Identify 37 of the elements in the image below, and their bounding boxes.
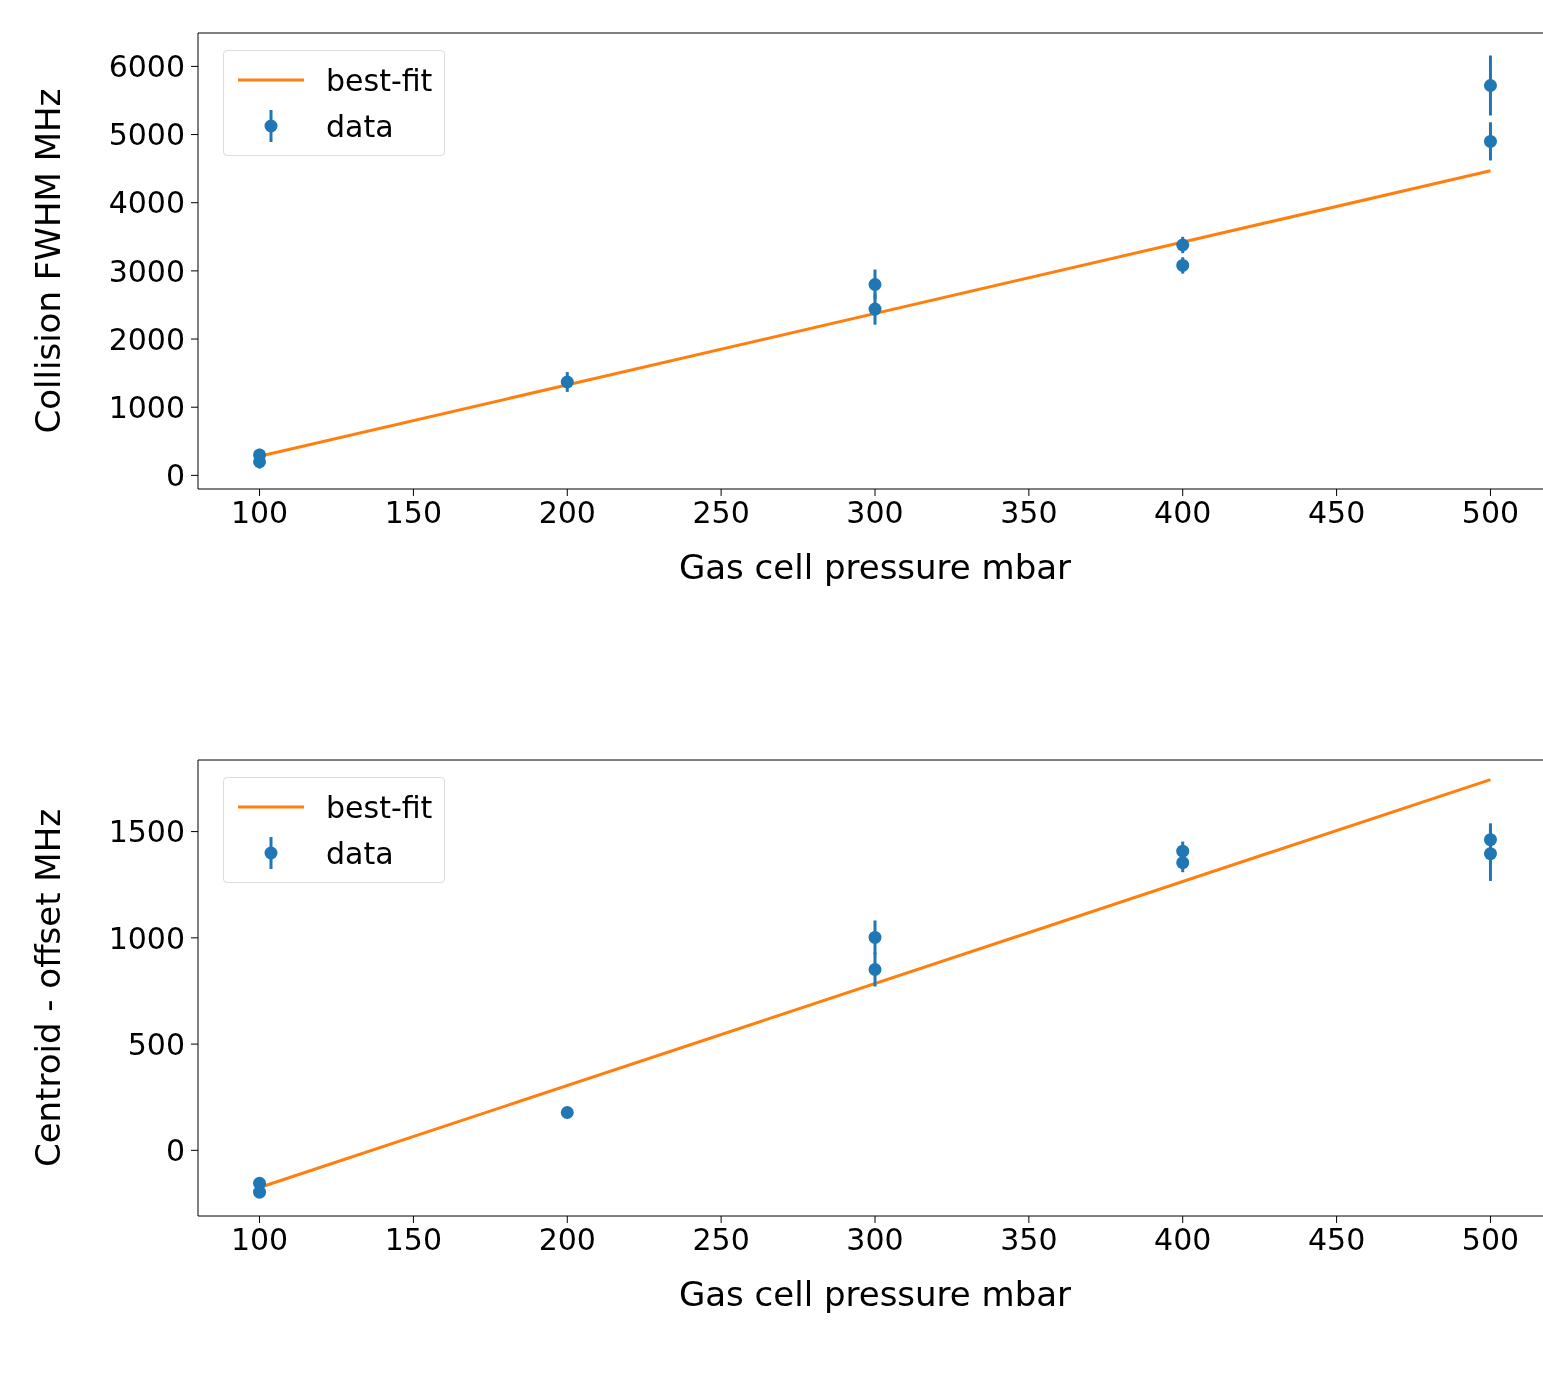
y-tick-label: 1000	[108, 920, 185, 956]
x-axis-title: Gas cell pressure mbar	[678, 1274, 1072, 1314]
y-tick-label: 3000	[108, 253, 185, 289]
y-tick-label: 1500	[108, 814, 185, 850]
y-tick-label: 0	[165, 1132, 185, 1168]
x-axis-title: Gas cell pressure mbar	[678, 547, 1072, 587]
y-axis-title: Collision FWHM MHz	[28, 88, 69, 434]
x-tick-label: 250	[692, 1222, 750, 1258]
x-tick-label: 500	[1461, 495, 1520, 531]
x-tick-label: 500	[1461, 1222, 1520, 1258]
x-tick-label: 400	[1154, 495, 1212, 531]
x-tick-label: 200	[538, 495, 596, 531]
y-tick-label: 6000	[108, 49, 185, 85]
x-tick-label: 150	[384, 495, 443, 531]
legend-label: data	[326, 835, 394, 871]
x-tick-label: 250	[692, 495, 750, 531]
x-tick-label: 350	[1000, 495, 1058, 531]
x-tick-label: 300	[846, 1222, 904, 1258]
x-tick-label: 400	[1154, 1222, 1212, 1258]
x-tick-label: 150	[384, 1222, 443, 1258]
y-tick-label: 500	[127, 1026, 185, 1062]
y-tick-label: 0	[165, 458, 185, 494]
legend-label: best-fit	[326, 789, 433, 825]
x-tick-label: 200	[538, 1222, 596, 1258]
y-axis-title: Centroid - offset MHz	[28, 808, 69, 1168]
x-tick-label: 300	[846, 495, 904, 531]
x-tick-label: 100	[230, 495, 289, 531]
y-tick-label: 1000	[108, 389, 185, 425]
x-tick-label: 450	[1307, 1222, 1366, 1258]
x-tick-label: 100	[230, 1222, 289, 1258]
legend-label: best-fit	[326, 62, 433, 98]
x-tick-label: 350	[1000, 1222, 1058, 1258]
y-tick-label: 2000	[108, 321, 185, 357]
legend-label: data	[326, 108, 394, 144]
y-tick-label: 5000	[108, 117, 185, 153]
x-tick-label: 450	[1307, 495, 1366, 531]
y-tick-label: 4000	[108, 185, 185, 221]
